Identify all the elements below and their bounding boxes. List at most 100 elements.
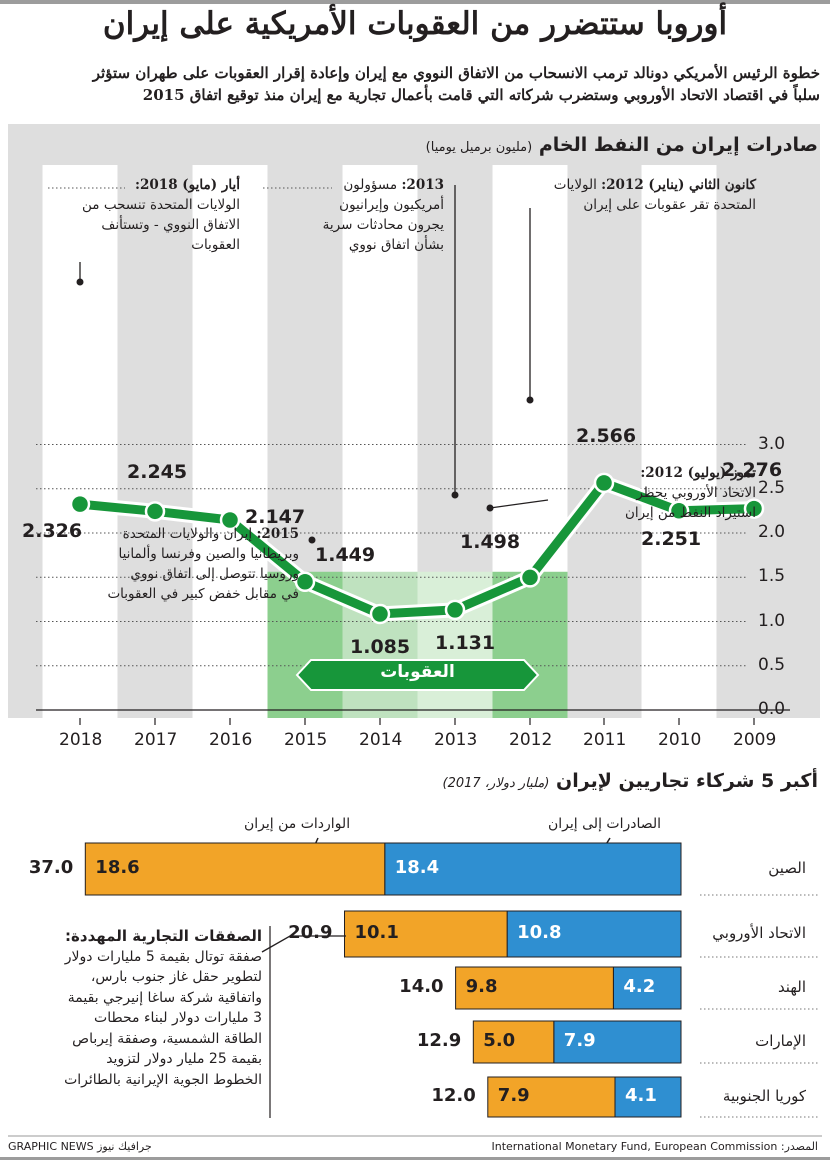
- trade-chart-unit: (مليار دولار، 2017): [442, 776, 550, 791]
- leader-2013-dot: [451, 491, 459, 499]
- bar-exports-label: 4.1: [624, 1085, 657, 1106]
- annotation-2015: 2015: إيران والولايات المتحدة وبريطانيا …: [107, 524, 299, 604]
- x-tick-label: 2017: [134, 730, 178, 750]
- x-tick-label: 2012: [509, 730, 553, 750]
- deals-line: لتطوير حقل غاز جنوب بارس،: [90, 969, 262, 985]
- x-tick-label: 2009: [733, 730, 777, 750]
- oil-chart-title: صادرات إيران من النفط الخام (مليون برميل…: [426, 134, 818, 156]
- trade-chart-title: أكبر 5 شركاء تجاريين لإيران (مليار دولار…: [443, 770, 819, 792]
- bar-imports-label: 18.6: [95, 857, 140, 878]
- deals-line: الطاقة الشمسية، وصفقة إيرباص: [72, 1030, 262, 1047]
- data-value-label: 2.326: [22, 520, 83, 543]
- data-value-label: 2.251: [641, 527, 702, 550]
- annotation-line: بشأن اتفاق نووي: [348, 237, 444, 253]
- category-label: الإمارات: [755, 1032, 806, 1050]
- annotation-jul-2012: تموز (يوليو) 2012: الاتحاد الأوروبي يحظر…: [625, 463, 756, 523]
- annotation-date: 2013:: [401, 177, 444, 193]
- bar-imports: [84, 842, 386, 896]
- footer-brand: GRAPHIC NEWS جرافيك نيوز: [8, 1140, 152, 1153]
- x-tick-label: 2010: [658, 730, 702, 750]
- bar-imports-label: 7.9: [497, 1085, 530, 1106]
- annotation-may-2018: أيار (مايو) 2018: الولايات المتحدة تنسحب…: [82, 175, 240, 255]
- bar-exports: [614, 1076, 682, 1118]
- annotation-line: الولايات: [553, 177, 597, 193]
- annotation-date: 2015:: [256, 526, 299, 542]
- bar-imports: [472, 1020, 555, 1064]
- bar-imports: [344, 910, 508, 958]
- annotation-jan-2012: كانون الثاني (يناير) 2012: الولايات المت…: [554, 175, 756, 215]
- data-point: [519, 567, 541, 588]
- row-total-label: 14.0: [399, 976, 444, 997]
- data-point: [144, 501, 166, 522]
- bar-imports-label: 9.8: [465, 976, 498, 997]
- row-total-label: 12.9: [416, 1030, 462, 1051]
- leader-2015-dot: [308, 536, 316, 544]
- data-point: [668, 500, 690, 522]
- data-value-label: 1.498: [460, 531, 521, 554]
- category-label: الصين: [768, 859, 806, 877]
- series-line: [79, 478, 755, 619]
- bar-imports: [455, 966, 614, 1010]
- annotation-line: وبريطانيا والصين وفرنسا وألمانيا: [118, 546, 299, 562]
- sanctions-banner: [295, 659, 540, 691]
- x-tick-label: 2015: [284, 730, 328, 750]
- subtitle-line-2: سلباً في اقتصاد الاتحاد الأوروبي وستضرب …: [142, 86, 820, 104]
- annotation-line: الولايات المتحدة تنسحب من: [82, 197, 240, 213]
- category-label: الهند: [777, 978, 806, 996]
- category-label: كوريا الجنوبية: [722, 1087, 806, 1105]
- footer-source-text: International Monetary Fund, European Co…: [491, 1140, 778, 1153]
- annotation-2013: 2013: مسؤولون أمريكيون وإيرانيون يجرون م…: [323, 175, 444, 255]
- subtitle-line-1: خطوة الرئيس الأمريكي دونالد ترمب الانسحا…: [92, 64, 820, 82]
- year-column-band: [42, 165, 118, 718]
- bar-exports-label: 4.2: [623, 976, 656, 997]
- bar-imports-label: 5.0: [483, 1030, 516, 1051]
- x-tick-label: 2016: [209, 730, 253, 750]
- bar-exports: [553, 1020, 682, 1064]
- bar-imports-label: 10.1: [354, 922, 399, 943]
- y-tick-label: 3.0: [758, 433, 786, 454]
- annotation-line: في مقابل خفض كبير في العقوبات: [107, 586, 299, 602]
- annotation-date: تموز (يوليو) 2012:: [640, 465, 756, 481]
- deals-line: 3 مليارات دولار لبناء محطات: [94, 1010, 262, 1026]
- deals-line: واتفاقية شركة ساغا إنيرجي بقيمة: [67, 989, 262, 1006]
- bar-exports: [384, 842, 682, 896]
- x-tick-label: 2011: [583, 730, 627, 750]
- annotation-date: أيار (مايو) 2018:: [135, 177, 240, 193]
- sanctions-banner-label: العقوبات: [380, 662, 455, 682]
- row-total-label: 12.0: [431, 1085, 476, 1106]
- deals-line: الخطوط الجوية الإيرانية بالطائرات: [64, 1071, 262, 1088]
- annotation-line: وروسيا تتوصل إلى اتفاق نووي: [130, 566, 299, 582]
- x-tick-label: 2014: [359, 730, 403, 750]
- deals-title: الصفقات التجارية المهددة:: [65, 927, 262, 945]
- annotation-line: مسؤولون: [343, 177, 398, 193]
- oil-chart-unit: (مليون برميل يوميا): [425, 140, 533, 155]
- y-tick-label: 1.0: [758, 610, 786, 631]
- data-point: [369, 603, 391, 625]
- y-tick-label: 0.0: [758, 699, 786, 719]
- footer-source: المصدر: International Monetary Fund, Eur…: [491, 1140, 818, 1153]
- year-column-band: [641, 165, 717, 718]
- bar-exports: [612, 966, 682, 1010]
- data-point: [69, 493, 91, 515]
- y-tick-label: 1.5: [758, 566, 786, 587]
- threatened-deals-box: الصفقات التجارية المهددة: صفقة توتال بقي…: [64, 926, 262, 1090]
- annotation-line: المتحدة تقر عقوبات على إيران: [583, 197, 756, 213]
- bar-exports: [506, 910, 682, 958]
- legend-exports-to-iran: الصادرات إلى إيران: [548, 816, 662, 832]
- data-point: [444, 599, 466, 621]
- annotation-line: الاتحاد الأوروبي يحظر: [636, 485, 756, 501]
- bottom-rule: [0, 1157, 830, 1160]
- year-column-band: [192, 165, 268, 718]
- annotation-line: أمريكيون وإيرانيون: [339, 197, 444, 213]
- y-tick-label: 2.0: [758, 522, 786, 542]
- row-total-label: 37.0: [28, 857, 74, 878]
- x-tick-label: 2013: [434, 730, 478, 750]
- data-point: [593, 472, 615, 494]
- bar-exports-label: 18.4: [394, 857, 440, 878]
- trade-chart-title-text: أكبر 5 شركاء تجاريين لإيران: [556, 770, 818, 792]
- data-value-label: 2.276: [722, 458, 783, 481]
- data-point: [294, 571, 316, 593]
- data-point: [743, 498, 765, 519]
- data-point: [219, 509, 241, 531]
